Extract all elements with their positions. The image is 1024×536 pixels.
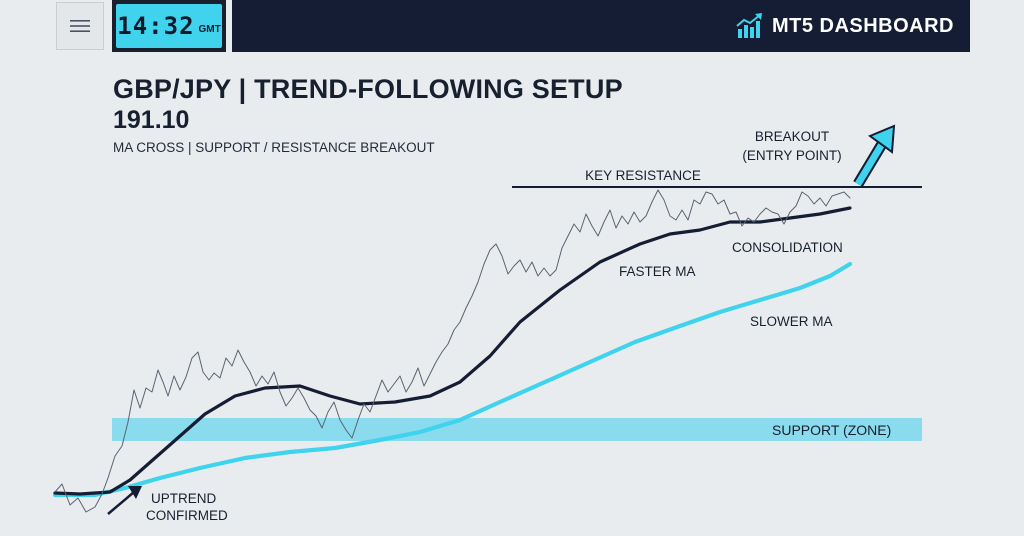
slower-ma-line bbox=[52, 261, 853, 498]
faster-ma-line bbox=[53, 206, 852, 496]
hamburger-menu-icon bbox=[70, 20, 90, 32]
top-bar: MT5 DASHBOARD bbox=[232, 0, 970, 52]
chart-title: GBP/JPY | TREND-FOLLOWING SETUP bbox=[113, 74, 623, 104]
uptrend-label-sub: CONFIRMED bbox=[146, 508, 228, 523]
uptrend-arrow-icon bbox=[107, 486, 142, 515]
clock-widget: 14:32 GMT bbox=[112, 0, 226, 52]
slower-ma-label: SLOWER MA bbox=[750, 314, 833, 329]
breakout-arrow-icon bbox=[853, 124, 896, 187]
brand-name: MT5 DASHBOARD bbox=[771, 14, 954, 37]
price-line bbox=[54, 189, 851, 513]
breakout-label-sub: (ENTRY POINT) bbox=[742, 148, 841, 163]
support-zone-band bbox=[112, 418, 922, 441]
faster-ma-label: FASTER MA bbox=[619, 264, 696, 279]
bar-chart-trend-icon bbox=[736, 13, 762, 38]
clock-time: 14:32 bbox=[117, 12, 195, 40]
consolidation-label: CONSOLIDATION bbox=[732, 240, 843, 255]
current-price: 191.10 bbox=[113, 106, 190, 134]
uptrend-label: UPTREND bbox=[151, 491, 217, 506]
key-resistance-label: KEY RESISTANCE bbox=[585, 168, 701, 183]
chart-subtitle: MA CROSS | SUPPORT / RESISTANCE BREAKOUT bbox=[113, 140, 435, 155]
clock-timezone: GMT bbox=[198, 23, 221, 35]
support-zone-label: SUPPORT (ZONE) bbox=[772, 422, 891, 438]
breakout-label: BREAKOUT bbox=[755, 129, 829, 144]
menu-button[interactable] bbox=[56, 2, 104, 50]
clock-display: 14:32 GMT bbox=[116, 4, 222, 48]
